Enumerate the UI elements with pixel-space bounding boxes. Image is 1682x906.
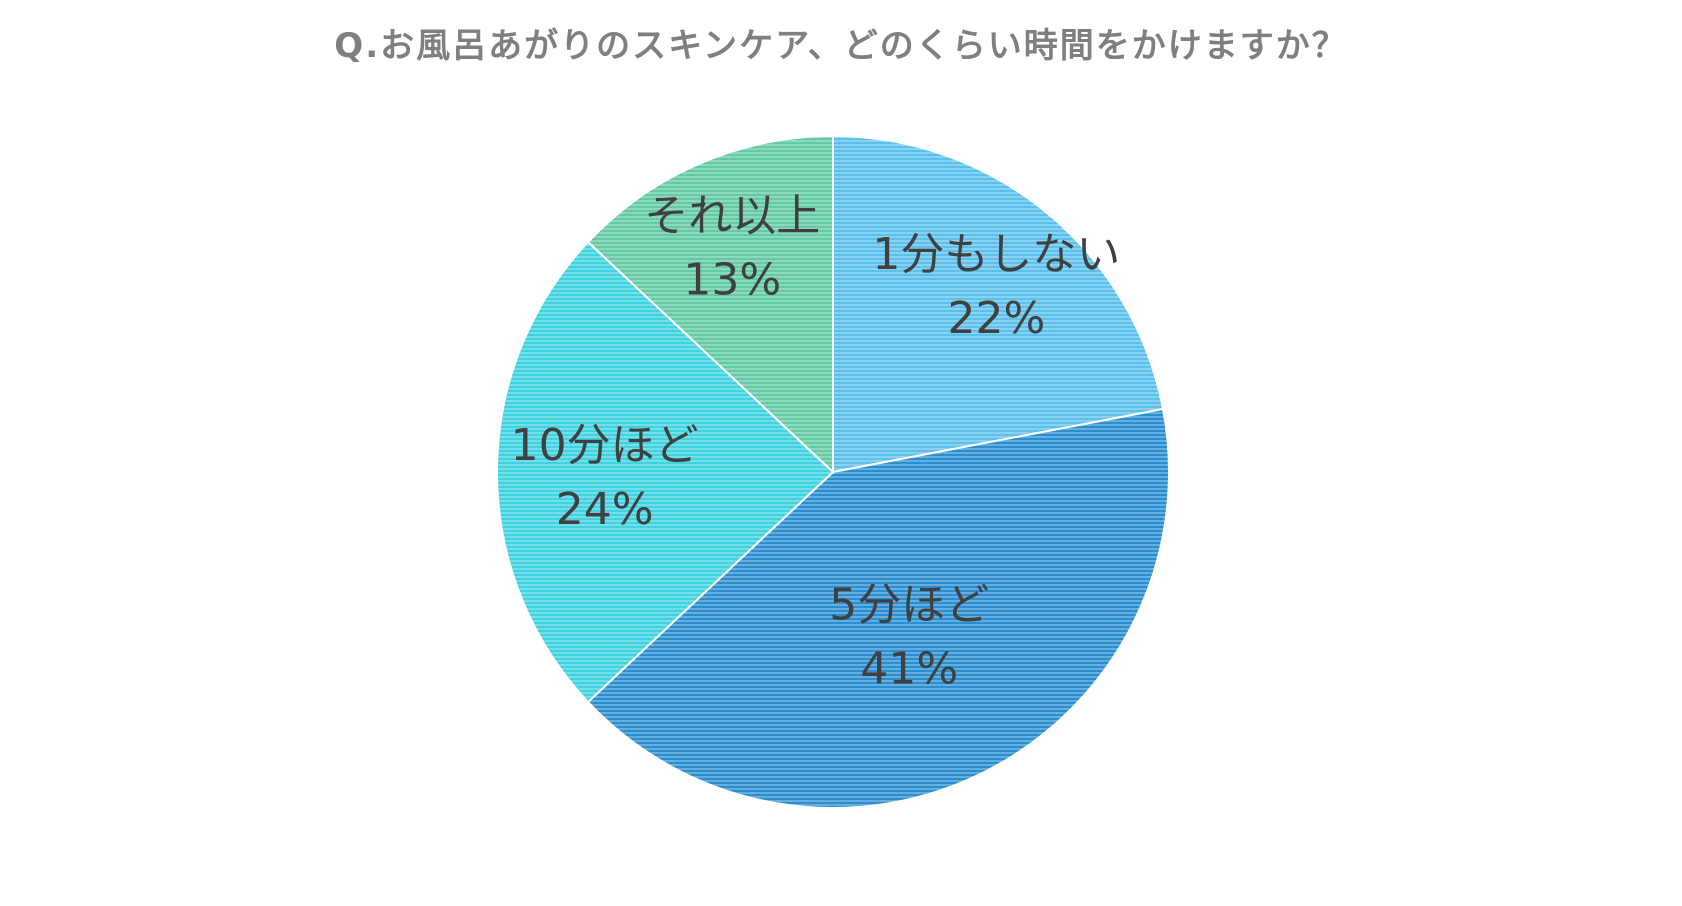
pie-slice-texture-lt1min [833,136,1164,472]
pie-slice-texture-10min [496,241,833,703]
pie-slice-texture-more [588,136,833,472]
pie-labels: 1分もしない 22% 5分ほど 41% 10分ほど 24% それ以上 13% [511,190,1121,694]
slice-value-label-10min: 24% [556,484,654,535]
slice-category-label-more: それ以上 [644,190,820,241]
pie-slices [496,134,1170,809]
chart-title: Q.お風呂あがりのスキンケア、どのくらい時間をかけますか？ [334,26,1348,66]
slice-category-label-10min: 10分ほど [511,420,699,471]
slice-value-label-5min: 41% [860,644,958,695]
slice-value-label-more: 13% [683,254,781,305]
slice-category-label-5min: 5分ほど [829,580,989,631]
slice-category-label-lt1min: 1分もしない [872,229,1120,280]
pie-slice-texture-5min [588,409,1169,808]
slice-value-label-lt1min: 22% [947,293,1045,344]
